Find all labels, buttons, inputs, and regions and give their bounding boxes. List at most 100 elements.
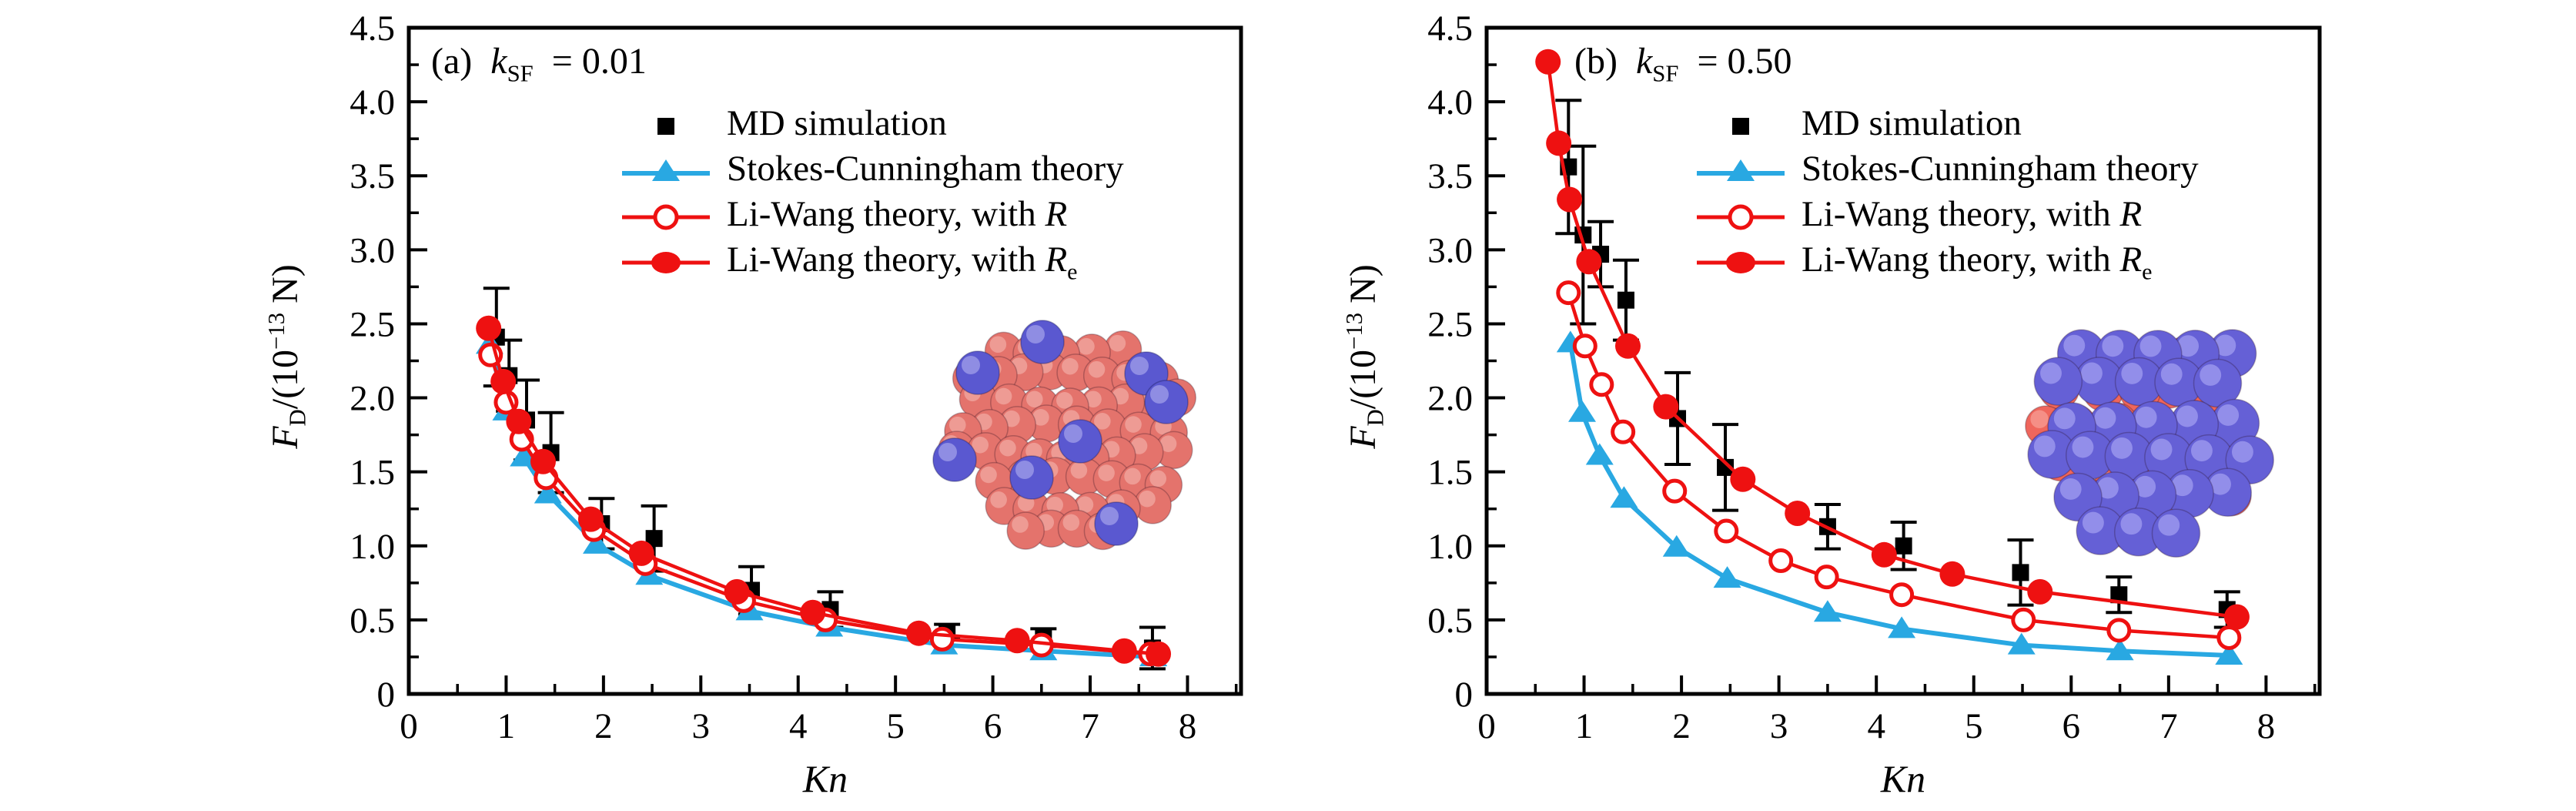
md-square-marker <box>1895 537 1912 555</box>
inset-nanoparticle-b <box>2025 329 2274 558</box>
black-square-icon <box>1732 117 1749 135</box>
series-md-simulation-b <box>1555 99 2240 629</box>
axis-ticks-b <box>1485 26 2317 695</box>
legend-label: Stokes-Cunningham theory <box>727 149 1124 189</box>
lwre-filled-circle-marker <box>724 578 750 605</box>
x-tick-label: 2 <box>594 706 613 746</box>
y-tick-label: 0.5 <box>350 601 395 641</box>
panel-b-title: (b) kSF = 0.50 <box>1574 41 1792 87</box>
axis-ticks-a <box>407 26 1238 695</box>
lwre-filled-circle-marker <box>1871 541 1897 568</box>
lwre-filled-circle-marker <box>1557 186 1583 213</box>
md-square-marker <box>2110 586 2128 604</box>
x-tick-label: 0 <box>1477 706 1496 746</box>
x-tick-label: 3 <box>692 706 711 746</box>
x-tick-label: 5 <box>886 706 905 746</box>
x-tick-label: 8 <box>1179 706 1197 746</box>
lwre-filled-circle-marker <box>1111 638 1137 664</box>
lwr-open-circle-marker <box>1714 518 1739 544</box>
lwr-open-circle-marker <box>1572 333 1597 359</box>
y-tick-label: 4.0 <box>350 82 395 122</box>
y-tick-label: 4.5 <box>350 8 395 49</box>
inset-nanoparticle-a <box>932 320 1197 551</box>
lwre-filled-circle-marker <box>476 315 502 341</box>
lwre-filled-circle-marker <box>1004 628 1030 654</box>
sc-triangle-marker <box>1585 443 1614 465</box>
lwre-filled-circle-marker <box>577 506 604 532</box>
legend-item-md-simulation: MD simulation <box>1691 103 2199 149</box>
x-tick-label: 1 <box>497 706 516 746</box>
legend-label: Li-Wang theory, with R <box>727 194 1068 235</box>
legend-item-liwang-R: Li-Wang theory, with R <box>1691 194 2199 240</box>
legend-label: MD simulation <box>727 103 947 144</box>
lwr-open-circle-marker <box>2216 625 2242 650</box>
lwr-open-circle-marker <box>1662 478 1688 504</box>
lwre-filled-circle-marker <box>2223 604 2250 630</box>
lwre-filled-circle-marker <box>1535 49 1561 75</box>
axis-tick-labels-a: 0 1 2 3 4 5 6 7 8 0 0.5 1.0 1.5 2.0 2.5 3.0 3.5 4.0 4.5 <box>350 8 1196 746</box>
y-tick-label: 0.5 <box>1427 601 1473 641</box>
y-tick-label: 1.0 <box>1427 527 1473 567</box>
x-tick-label: 4 <box>789 706 808 746</box>
panel-a-ylabel: FD/(10−13 N) <box>263 264 311 449</box>
red-filled-circle-line-icon <box>622 251 710 273</box>
panel-b-xlabel: Kn <box>1880 757 1926 800</box>
legend-label: MD simulation <box>1802 103 2022 144</box>
series-liwang-R-b <box>1556 280 2242 650</box>
lwre-filled-circle-marker <box>490 368 517 394</box>
lwr-open-circle-marker <box>1814 565 1839 590</box>
y-tick-label: 1.5 <box>350 453 395 493</box>
red-open-circle-line-icon <box>622 204 710 230</box>
x-tick-label: 7 <box>1081 706 1099 746</box>
y-tick-label: 4.5 <box>1427 8 1473 49</box>
axes-panel-b: 0 1 2 3 4 5 6 7 8 0 0.5 1.0 1.5 2.0 2.5 3.0 3.5 4.0 4.5 <box>1427 8 2322 746</box>
y-tick-label: 2.0 <box>350 379 395 419</box>
y-tick-label: 1.5 <box>1427 453 1473 493</box>
sc-triangle-marker <box>2007 632 2036 655</box>
panel-a-title: (a) kSF = 0.01 <box>431 41 647 87</box>
lwr-open-circle-marker <box>929 626 955 652</box>
lwr-open-circle-marker <box>1889 582 1915 608</box>
x-tick-label: 4 <box>1867 706 1885 746</box>
y-tick-label: 3.0 <box>1427 230 1473 270</box>
black-square-icon <box>657 117 674 135</box>
x-tick-label: 6 <box>984 706 1002 746</box>
y-tick-label: 2.5 <box>1427 304 1473 344</box>
legend-item-stokes-cunningham: Stokes-Cunningham theory <box>616 149 1124 194</box>
y-tick-label: 0 <box>1455 675 1474 715</box>
lwr-open-circle-marker <box>2011 607 2036 632</box>
axes-panel-a: 0 1 2 3 4 5 6 7 8 0 0.5 1.0 1.5 2.0 2.5 3.0 3.5 4.0 4.5 <box>350 8 1243 746</box>
y-tick-label: 3.5 <box>350 156 395 196</box>
lwre-filled-circle-marker <box>1146 641 1172 667</box>
y-tick-label: 3.0 <box>350 230 395 270</box>
y-tick-label: 2.0 <box>1427 379 1473 419</box>
legend-item-liwang-Re: Li-Wang theory, with Re <box>616 240 1124 285</box>
sc-triangle-marker <box>2215 643 2243 665</box>
x-tick-label: 8 <box>2257 706 2276 746</box>
lwre-filled-circle-marker <box>1939 561 1965 587</box>
lwre-filled-circle-marker <box>628 540 654 566</box>
series-stokes-cunningham-b <box>1556 330 2243 665</box>
x-tick-label: 0 <box>400 706 418 746</box>
lwre-filled-circle-marker <box>506 408 532 434</box>
panel-b-ylabel: FD/(10−13 N) <box>1341 264 1389 449</box>
panel-a-xlabel: Kn <box>802 757 848 800</box>
lwre-filled-circle-marker <box>2027 578 2053 605</box>
legend-label: Stokes-Cunningham theory <box>1802 149 2199 189</box>
legend-item-liwang-R: Li-Wang theory, with R <box>616 194 1124 240</box>
x-tick-label: 6 <box>2062 706 2081 746</box>
lwr-open-circle-marker <box>1556 280 1581 306</box>
lwre-filled-circle-marker <box>1614 333 1641 359</box>
x-tick-label: 2 <box>1672 706 1691 746</box>
lwr-open-circle-marker <box>1611 419 1636 444</box>
sc-triangle-marker <box>534 481 562 504</box>
y-tick-label: 0 <box>377 675 396 715</box>
blue-triangle-line-icon <box>1697 159 1785 181</box>
sc-triangle-marker <box>1713 566 1741 588</box>
legend-label: Li-Wang theory, with Re <box>1802 240 2153 285</box>
y-tick-label: 3.5 <box>1427 156 1473 196</box>
series-liwang-Re-b <box>1535 49 2250 630</box>
axis-tick-labels-b: 0 1 2 3 4 5 6 7 8 0 0.5 1.0 1.5 2.0 2.5 3.0 3.5 4.0 4.5 <box>1427 8 2275 746</box>
legend-panel-a: MD simulation Stokes-Cunningham theory L… <box>616 103 1124 285</box>
md-square-marker <box>645 530 663 548</box>
